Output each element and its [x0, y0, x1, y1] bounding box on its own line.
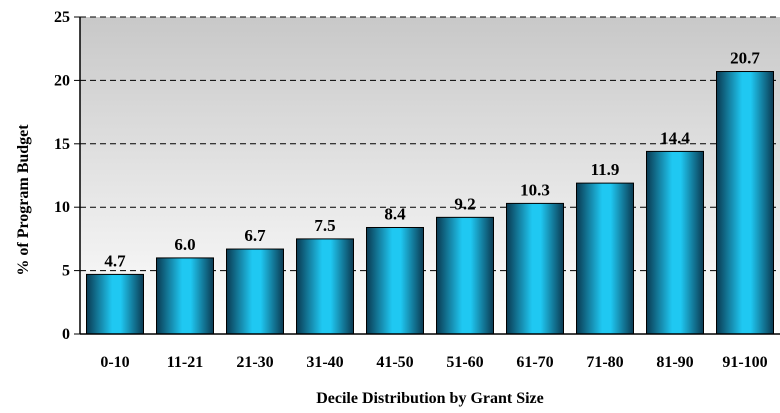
x-tick-label-81-90: 81-90: [656, 354, 693, 371]
x-tick-label-21-30: 21-30: [236, 354, 273, 371]
y-tick-label-0: 0: [62, 326, 70, 343]
x-tick-label-11-21: 11-21: [167, 354, 203, 371]
x-tick-label-0-10: 0-10: [100, 354, 129, 371]
bar-51-60: [436, 216, 494, 335]
data-label-81-90: 14.4: [660, 128, 690, 147]
bar-21-30: [226, 248, 284, 335]
y-tick-label-3: 15: [54, 136, 70, 153]
bar-31-40: [296, 238, 354, 335]
y-axis-label: % of Program Budget: [15, 124, 32, 276]
y-tick-label-5: 25: [54, 9, 70, 26]
data-label-21-30: 6.7: [244, 226, 266, 245]
bar-71-80: [576, 182, 634, 335]
data-label-11-21: 6.0: [174, 235, 195, 254]
x-tick-label-41-50: 41-50: [376, 354, 413, 371]
bar-61-70: [506, 202, 564, 335]
x-tick-label-51-60: 51-60: [446, 354, 483, 371]
data-label-51-60: 9.2: [454, 194, 475, 213]
y-tick-label-1: 5: [62, 263, 70, 280]
data-label-91-100: 20.7: [730, 49, 760, 68]
x-axis-label: Decile Distribution by Grant Size: [316, 390, 544, 407]
y-tick-label-4: 20: [54, 72, 70, 89]
bar-41-50: [366, 226, 424, 335]
data-label-41-50: 8.4: [384, 204, 406, 223]
y-tick-label-2: 10: [54, 199, 70, 216]
x-tick-label-61-70: 61-70: [516, 354, 553, 371]
data-label-31-40: 7.5: [314, 216, 335, 235]
bar-11-21: [156, 257, 214, 335]
bars: [86, 71, 774, 335]
data-label-0-10: 4.7: [104, 251, 126, 270]
bar-91-100: [716, 71, 774, 335]
bar-0-10: [86, 273, 144, 335]
data-label-71-80: 11.9: [591, 160, 620, 179]
labels: 0 5 10 15 20 25 4.7 0-10 6.0 11-21 6.7 21-30 7.5 31-4…: [54, 9, 768, 371]
data-label-61-70: 10.3: [520, 180, 550, 199]
axes: [74, 16, 780, 335]
bar-81-90: [646, 150, 704, 335]
x-tick-label-31-40: 31-40: [306, 354, 343, 371]
x-tick-label-91-100: 91-100: [722, 354, 767, 371]
x-tick-label-71-80: 71-80: [586, 354, 623, 371]
